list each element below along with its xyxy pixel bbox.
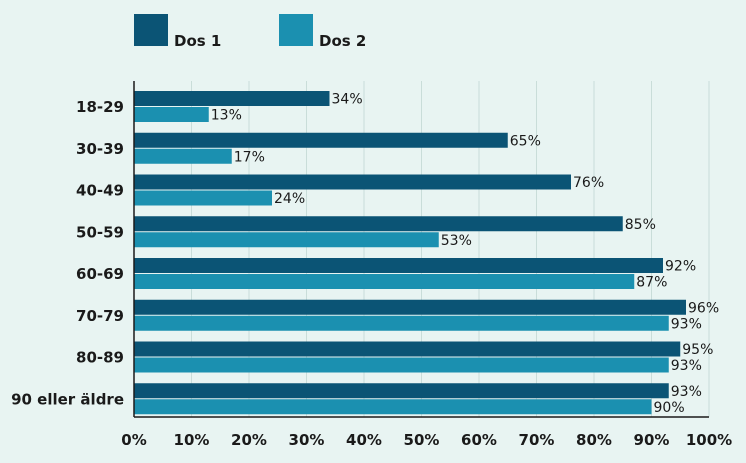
bar-dos2	[134, 190, 272, 206]
category-label: 40-49	[76, 182, 124, 200]
bar-dos2	[134, 357, 669, 373]
bar-dos1	[134, 91, 330, 106]
data-label: 93%	[671, 358, 702, 374]
bar-dos1	[134, 258, 663, 273]
data-label: 13%	[211, 108, 242, 124]
x-tick-label: 90%	[634, 431, 670, 449]
category-label: 30-39	[76, 140, 124, 158]
category-label: 60-69	[76, 265, 124, 283]
x-tick-label: 50%	[404, 431, 440, 449]
bar-dos1	[134, 132, 508, 148]
data-label: 76%	[573, 175, 604, 191]
x-tick-label: 0%	[121, 431, 146, 449]
category-label: 80-89	[76, 349, 124, 367]
data-label: 34%	[332, 92, 363, 108]
data-label: 96%	[688, 300, 719, 316]
legend-label: Dos 2	[319, 32, 366, 50]
category-label: 18-29	[76, 98, 124, 116]
category-label: 70-79	[76, 307, 124, 325]
bar-dos1	[134, 383, 669, 399]
x-tick-label: 100%	[686, 431, 732, 449]
data-label: 93%	[671, 316, 702, 332]
x-tick-label: 40%	[346, 431, 382, 449]
bar-dos1	[134, 216, 623, 232]
legend-swatch-dos2	[279, 14, 313, 46]
bar-dos1	[134, 174, 571, 190]
x-tick-label: 80%	[576, 431, 612, 449]
x-tick-label: 30%	[289, 431, 325, 449]
data-label: 87%	[636, 275, 667, 291]
data-label: 24%	[274, 191, 305, 207]
data-label: 17%	[234, 149, 265, 165]
bar-dos2	[134, 232, 439, 248]
x-tick-label: 70%	[519, 431, 555, 449]
data-label: 65%	[510, 133, 541, 149]
data-label: 85%	[625, 217, 656, 233]
x-tick-label: 10%	[174, 431, 210, 449]
data-label: 53%	[441, 233, 472, 249]
bar-dos2	[134, 315, 669, 331]
bar-dos2	[134, 399, 652, 415]
category-label: 50-59	[76, 223, 124, 241]
bar-dos1	[134, 341, 681, 357]
category-label: 90 eller äldre	[11, 390, 124, 408]
bar-dos2	[134, 274, 635, 289]
legend-label: Dos 1	[174, 32, 221, 50]
bar-dos2	[134, 148, 232, 164]
legend-swatch-dos1	[134, 14, 168, 46]
data-label: 92%	[665, 259, 696, 275]
bar-dos1	[134, 299, 686, 315]
data-label: 95%	[682, 342, 713, 358]
bar-dos2	[134, 107, 209, 122]
x-tick-label: 60%	[461, 431, 497, 449]
data-label: 90%	[654, 400, 685, 416]
x-tick-label: 20%	[231, 431, 267, 449]
data-label: 93%	[671, 384, 702, 400]
